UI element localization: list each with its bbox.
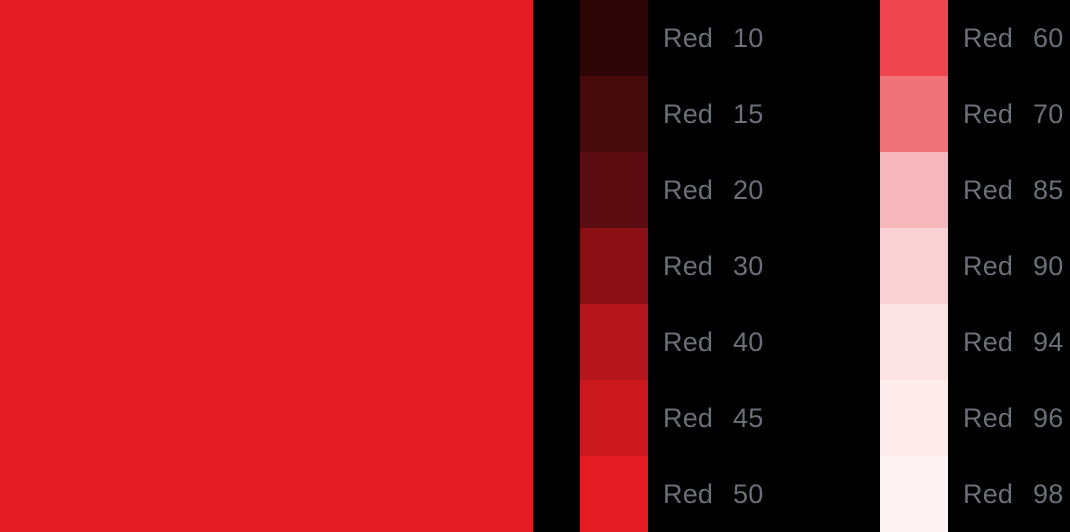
swatch-tone-value: 96 <box>1033 402 1064 433</box>
swatch-hue-label: Red <box>663 402 714 433</box>
swatch-red-20[interactable] <box>580 152 648 228</box>
swatch-tone-value: 45 <box>733 402 764 433</box>
palette-row: Red 96 <box>880 380 1063 456</box>
swatch-label: Red 50 <box>663 479 763 510</box>
palette-row: Red 98 <box>880 456 1063 532</box>
swatch-label: Red 85 <box>963 175 1063 206</box>
swatch-tone-value: 60 <box>1033 22 1064 53</box>
swatch-tone-value: 40 <box>733 326 764 357</box>
swatch-hue-label: Red <box>663 478 714 509</box>
swatch-red-15[interactable] <box>580 76 648 152</box>
swatch-hue-label: Red <box>663 250 714 281</box>
swatch-label: Red 45 <box>663 403 763 434</box>
palette-row: Red 45 <box>580 380 763 456</box>
palette-row: Red 20 <box>580 152 763 228</box>
swatch-tone-value: 30 <box>733 250 764 281</box>
swatch-label: Red 96 <box>963 403 1063 434</box>
palette-row: Red 40 <box>580 304 763 380</box>
swatch-hue-label: Red <box>963 174 1014 205</box>
swatch-label: Red 15 <box>663 99 763 130</box>
swatch-red-50[interactable] <box>580 456 648 532</box>
palette-row: Red 10 <box>580 0 763 76</box>
swatch-label: Red 90 <box>963 251 1063 282</box>
swatch-tone-value: 85 <box>1033 174 1064 205</box>
swatch-hue-label: Red <box>663 326 714 357</box>
swatch-red-40[interactable] <box>580 304 648 380</box>
swatch-label: Red 40 <box>663 327 763 358</box>
swatch-hue-label: Red <box>963 98 1014 129</box>
palette-row: Red 90 <box>880 228 1063 304</box>
swatch-hue-label: Red <box>663 174 714 205</box>
palette-row: Red 15 <box>580 76 763 152</box>
swatch-red-90[interactable] <box>880 228 948 304</box>
swatch-hue-label: Red <box>963 478 1014 509</box>
swatch-label: Red 70 <box>963 99 1063 130</box>
palette-row: Red 50 <box>580 456 763 532</box>
swatch-hue-label: Red <box>963 402 1014 433</box>
swatch-tone-value: 90 <box>1033 250 1064 281</box>
palette-row: Red 30 <box>580 228 763 304</box>
palette-row: Red 70 <box>880 76 1063 152</box>
swatch-tone-value: 94 <box>1033 326 1064 357</box>
red-scale-light-column: Red 60 Red 70 Red 85 Red 90 <box>880 0 1063 532</box>
palette-row: Red 60 <box>880 0 1063 76</box>
swatch-red-70[interactable] <box>880 76 948 152</box>
swatch-label: Red 94 <box>963 327 1063 358</box>
hero-color-block <box>0 0 533 532</box>
swatch-red-96[interactable] <box>880 380 948 456</box>
swatch-red-10[interactable] <box>580 0 648 76</box>
swatch-label: Red 20 <box>663 175 763 206</box>
swatch-red-45[interactable] <box>580 380 648 456</box>
palette-row: Red 94 <box>880 304 1063 380</box>
red-scale-dark-column: Red 10 Red 15 Red 20 Red 30 <box>580 0 763 532</box>
swatch-red-98[interactable] <box>880 456 948 532</box>
swatch-label: Red 60 <box>963 23 1063 54</box>
swatch-label: Red 30 <box>663 251 763 282</box>
swatch-red-30[interactable] <box>580 228 648 304</box>
swatch-hue-label: Red <box>663 98 714 129</box>
swatch-label: Red 98 <box>963 479 1063 510</box>
swatch-hue-label: Red <box>963 326 1014 357</box>
swatch-red-60[interactable] <box>880 0 948 76</box>
palette-row: Red 85 <box>880 152 1063 228</box>
swatch-tone-value: 15 <box>733 98 764 129</box>
swatch-hue-label: Red <box>963 22 1014 53</box>
swatch-tone-value: 20 <box>733 174 764 205</box>
swatch-tone-value: 98 <box>1033 478 1064 509</box>
swatch-tone-value: 10 <box>733 22 764 53</box>
swatch-label: Red 10 <box>663 23 763 54</box>
swatch-tone-value: 50 <box>733 478 764 509</box>
swatch-red-85[interactable] <box>880 152 948 228</box>
swatch-hue-label: Red <box>963 250 1014 281</box>
swatch-tone-value: 70 <box>1033 98 1064 129</box>
swatch-red-94[interactable] <box>880 304 948 380</box>
swatch-hue-label: Red <box>663 22 714 53</box>
